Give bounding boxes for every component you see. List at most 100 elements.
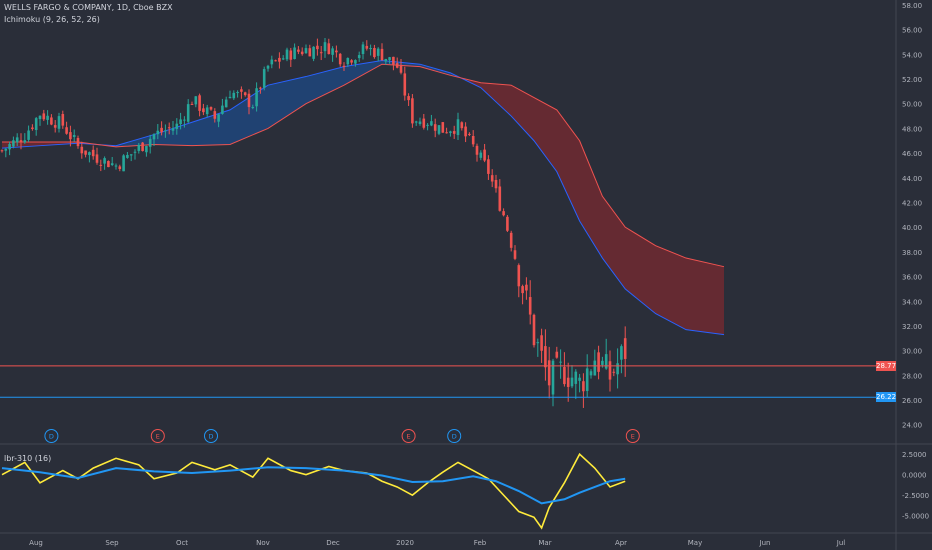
candle-body[interactable] <box>133 151 137 153</box>
candle-body[interactable] <box>300 51 304 55</box>
candle-body[interactable] <box>171 128 175 131</box>
candle-body[interactable] <box>525 284 528 291</box>
candle-body[interactable] <box>574 371 578 384</box>
candle-body[interactable] <box>331 48 334 55</box>
candle-body[interactable] <box>578 377 581 381</box>
candle-body[interactable] <box>498 186 502 211</box>
candle-body[interactable] <box>319 52 323 54</box>
candle-body[interactable] <box>110 163 114 166</box>
candle-body[interactable] <box>304 48 308 54</box>
candle-body[interactable] <box>399 65 403 73</box>
candle-body[interactable] <box>601 360 604 365</box>
candle-body[interactable] <box>616 363 619 375</box>
candle-body[interactable] <box>346 58 350 65</box>
candle-body[interactable] <box>103 158 106 164</box>
candle-body[interactable] <box>426 124 429 126</box>
candle-body[interactable] <box>608 361 612 380</box>
candle-body[interactable] <box>376 48 380 56</box>
candle-body[interactable] <box>148 138 152 147</box>
candle-body[interactable] <box>84 150 87 155</box>
dividend-marker[interactable] <box>44 429 59 443</box>
candle-body[interactable] <box>342 65 346 68</box>
candle-body[interactable] <box>593 360 597 376</box>
candle-body[interactable] <box>156 130 160 135</box>
candle-body[interactable] <box>57 116 61 129</box>
candle-body[interactable] <box>42 113 46 120</box>
candle-body[interactable] <box>323 42 327 52</box>
candle-body[interactable] <box>464 126 467 137</box>
candle-body[interactable] <box>483 149 486 161</box>
candle-body[interactable] <box>502 211 505 216</box>
candle-body[interactable] <box>471 135 475 145</box>
candle-body[interactable] <box>31 127 34 129</box>
candle-body[interactable] <box>350 60 353 63</box>
candle-body[interactable] <box>430 121 433 126</box>
candle-body[interactable] <box>15 137 19 143</box>
candle-body[interactable] <box>194 96 198 105</box>
candle-body[interactable] <box>395 63 399 68</box>
candle-body[interactable] <box>289 50 293 60</box>
candle-body[interactable] <box>205 107 209 115</box>
candle-body[interactable] <box>80 146 84 154</box>
candle-body[interactable] <box>122 155 125 172</box>
candle-body[interactable] <box>12 140 15 147</box>
candle-body[interactable] <box>175 123 179 129</box>
candle-body[interactable] <box>240 89 243 92</box>
candle-body[interactable] <box>164 130 167 132</box>
candle-body[interactable] <box>270 59 274 65</box>
candle-body[interactable] <box>604 354 608 369</box>
candle-body[interactable] <box>72 135 76 137</box>
candle-body[interactable] <box>145 146 148 153</box>
candle-body[interactable] <box>46 115 49 120</box>
candle-body[interactable] <box>490 175 494 182</box>
candle-body[interactable] <box>34 118 38 131</box>
candle-body[interactable] <box>53 125 57 128</box>
candle-body[interactable] <box>335 50 338 53</box>
candle-body[interactable] <box>69 132 72 140</box>
earnings-marker[interactable] <box>401 429 416 443</box>
candle-body[interactable] <box>179 119 182 125</box>
candle-body[interactable] <box>487 159 490 174</box>
candle-body[interactable] <box>475 145 479 155</box>
candle-body[interactable] <box>152 134 156 140</box>
candle-body[interactable] <box>186 104 190 122</box>
candle-body[interactable] <box>232 92 236 99</box>
candle-body[interactable] <box>209 107 213 110</box>
candle-body[interactable] <box>357 55 361 59</box>
candle-body[interactable] <box>213 111 217 119</box>
candle-body[interactable] <box>247 93 251 108</box>
candle-body[interactable] <box>183 119 186 121</box>
candle-body[interactable] <box>0 150 4 152</box>
candle-body[interactable] <box>513 250 517 259</box>
candle-body[interactable] <box>620 346 623 360</box>
candle-body[interactable] <box>38 115 42 120</box>
candle-body[interactable] <box>547 360 551 386</box>
candle-body[interactable] <box>506 216 509 231</box>
candle-body[interactable] <box>160 127 163 133</box>
candle-body[interactable] <box>23 140 27 143</box>
candle-body[interactable] <box>445 132 448 134</box>
candle-body[interactable] <box>555 351 559 358</box>
candle-body[interactable] <box>612 371 616 373</box>
candle-body[interactable] <box>126 154 129 158</box>
candle-body[interactable] <box>236 92 239 94</box>
earnings-marker[interactable] <box>625 429 640 443</box>
candle-body[interactable] <box>316 45 319 50</box>
candle-body[interactable] <box>190 103 194 105</box>
candle-body[interactable] <box>551 360 555 395</box>
candle-body[interactable] <box>479 152 483 158</box>
candle-body[interactable] <box>167 127 171 129</box>
dividend-marker[interactable] <box>204 429 218 443</box>
candle-body[interactable] <box>141 142 144 152</box>
candle-body[interactable] <box>198 95 201 111</box>
candle-body[interactable] <box>589 371 593 376</box>
candle-body[interactable] <box>384 58 388 62</box>
candle-body[interactable] <box>118 166 122 170</box>
candle-body[interactable] <box>4 148 8 151</box>
candle-body[interactable] <box>354 60 357 64</box>
candle-body[interactable] <box>224 99 228 108</box>
candle-body[interactable] <box>532 314 536 346</box>
candle-body[interactable] <box>468 133 471 135</box>
candle-body[interactable] <box>91 149 95 157</box>
